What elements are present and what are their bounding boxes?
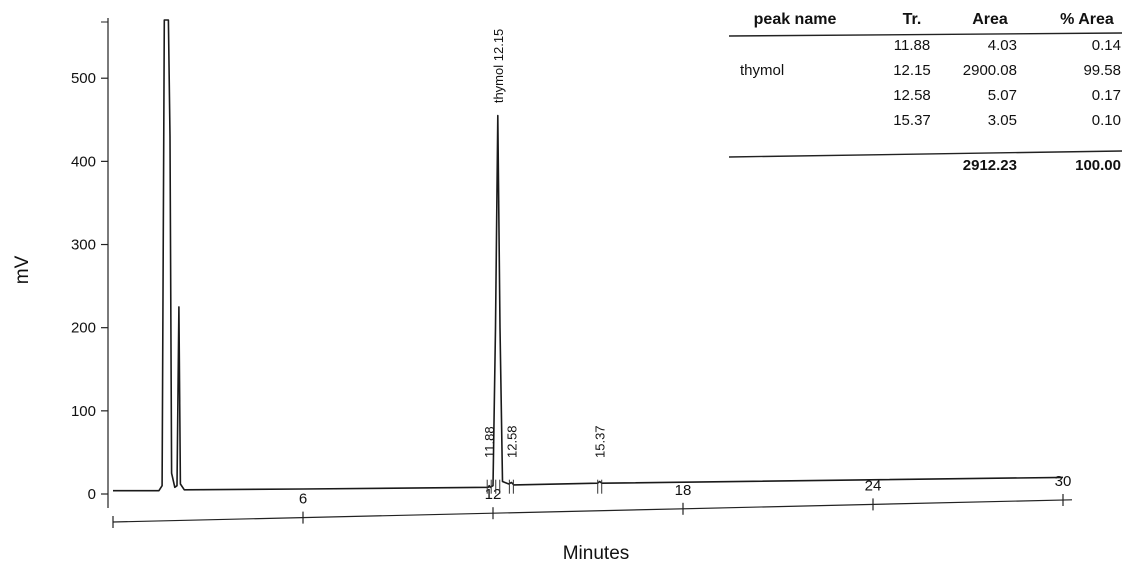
- y-tick-label: 300: [71, 237, 96, 254]
- table-cell: 12.15: [893, 62, 931, 79]
- table-cell: 5.07: [988, 87, 1017, 104]
- x-tick-label: 30: [1055, 473, 1072, 490]
- table-cell: 0.14: [1092, 37, 1121, 54]
- x-tick-label: 24: [865, 477, 882, 494]
- table-header-cell: peak name: [754, 11, 837, 28]
- axes: 0 100 200 300 400 500 6 12 18 24 30 Minutes mV: [12, 18, 1073, 564]
- y-tick-label: 200: [71, 320, 96, 337]
- table-total-cell: 100.00: [1075, 157, 1121, 174]
- table-header-cell: Tr.: [903, 11, 922, 28]
- y-tick-label: 400: [71, 153, 96, 170]
- peak-label: 12.58: [504, 425, 519, 458]
- table-header-cell: Area: [972, 11, 1008, 28]
- table-total-rule: [728, 150, 1123, 158]
- y-tick-label: 100: [71, 403, 96, 420]
- x-axis-title: Minutes: [563, 543, 630, 563]
- table-cell: 4.03: [988, 37, 1017, 54]
- peak-labels: thymol 12.15 11.88 12.58 15.37: [482, 29, 608, 494]
- peak-label: thymol 12.15: [491, 29, 506, 103]
- table-cell: 3.05: [988, 112, 1017, 129]
- x-axis-line: [112, 499, 1073, 523]
- table-cell: 2900.08: [963, 62, 1017, 79]
- chromatogram-trace: [113, 19, 1064, 492]
- table-cell: 99.58: [1083, 62, 1121, 79]
- x-tick-label: 6: [299, 491, 307, 508]
- peak-label: 15.37: [593, 425, 608, 458]
- series-layer: [113, 19, 1064, 492]
- x-tick-label: 18: [675, 482, 692, 499]
- table-cell: 0.10: [1092, 112, 1121, 129]
- y-axis-title: mV: [12, 255, 33, 284]
- y-tick-label: 0: [88, 486, 96, 503]
- table-cell: 0.17: [1092, 87, 1121, 104]
- peak-label: 11.88: [482, 426, 497, 458]
- table-cell: thymol: [740, 62, 784, 79]
- y-tick-label: 500: [71, 70, 96, 87]
- peak-table: peak name Tr. Area % Area 11.88 4.03 0.14 thymo…: [728, 11, 1123, 174]
- table-header-cell: % Area: [1060, 11, 1114, 28]
- x-tick-label: 12: [485, 486, 502, 503]
- table-total-cell: 2912.23: [963, 157, 1017, 174]
- table-cell: 12.58: [893, 87, 931, 104]
- table-header-rule: [728, 32, 1123, 37]
- table-cell: 15.37: [893, 112, 931, 129]
- table-cell: 11.88: [894, 37, 930, 54]
